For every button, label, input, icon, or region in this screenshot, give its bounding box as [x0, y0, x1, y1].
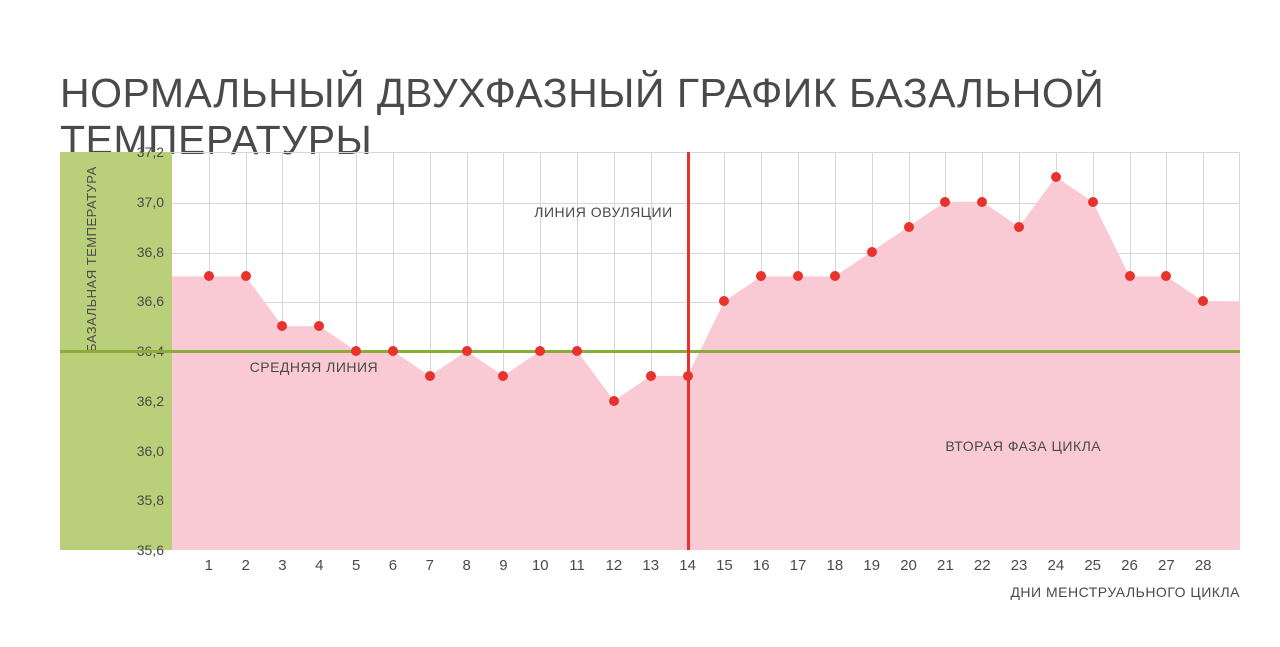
xtick-label: 2 — [241, 557, 249, 574]
ytick-label: 36,6 — [124, 293, 164, 309]
xtick-label: 24 — [1048, 557, 1065, 574]
xtick-label: 17 — [790, 557, 807, 574]
xtick-label: 6 — [389, 557, 397, 574]
ytick-label: 36,8 — [124, 244, 164, 260]
data-point — [646, 371, 656, 381]
data-point — [793, 271, 803, 281]
xtick-label: 26 — [1121, 557, 1138, 574]
data-point — [277, 321, 287, 331]
xtick-label: 28 — [1195, 557, 1212, 574]
ytick-label: 37,0 — [124, 194, 164, 210]
data-point — [904, 222, 914, 232]
chart-container: БАЗАЛЬНАЯ ТЕМПЕРАТУРА СРЕДНЯЯ ЛИНИЯ ЛИНИ… — [60, 152, 1240, 600]
xtick-label: 15 — [716, 557, 733, 574]
yaxis-title: БАЗАЛЬНАЯ ТЕМПЕРАТУРА — [84, 166, 99, 352]
data-point — [1161, 271, 1171, 281]
data-point — [572, 346, 582, 356]
data-point — [204, 271, 214, 281]
xtick-label: 3 — [278, 557, 286, 574]
ytick-label: 36,2 — [124, 393, 164, 409]
xtick-label: 8 — [462, 557, 470, 574]
data-point — [756, 271, 766, 281]
data-point — [940, 197, 950, 207]
xtick-label: 5 — [352, 557, 360, 574]
data-point — [1125, 271, 1135, 281]
data-point — [609, 396, 619, 406]
xtick-label: 1 — [205, 557, 213, 574]
ovulation-line-label: ЛИНИЯ ОВУЛЯЦИИ — [534, 204, 672, 220]
xtick-label: 9 — [499, 557, 507, 574]
data-point — [683, 371, 693, 381]
xtick-label: 14 — [679, 557, 696, 574]
ovulation-line — [687, 152, 690, 550]
data-point — [1088, 197, 1098, 207]
xtick-label: 12 — [606, 557, 623, 574]
xtick-label: 13 — [642, 557, 659, 574]
mean-line — [60, 350, 1240, 353]
xtick-label: 19 — [863, 557, 880, 574]
data-point — [1014, 222, 1024, 232]
xtick-label: 25 — [1084, 557, 1101, 574]
data-point — [388, 346, 398, 356]
ytick-label: 37,2 — [124, 144, 164, 160]
data-point — [314, 321, 324, 331]
xtick-label: 20 — [900, 557, 917, 574]
xaxis-title: ДНИ МЕНСТРУАЛЬНОГО ЦИКЛА — [1010, 584, 1240, 600]
data-point — [977, 197, 987, 207]
data-point — [462, 346, 472, 356]
phase2-label: ВТОРАЯ ФАЗА ЦИКЛА — [945, 438, 1101, 454]
data-point — [535, 346, 545, 356]
data-point — [719, 296, 729, 306]
data-point — [498, 371, 508, 381]
data-point — [867, 247, 877, 257]
xtick-label: 11 — [569, 557, 585, 574]
xtick-label: 7 — [426, 557, 434, 574]
data-point — [351, 346, 361, 356]
xtick-label: 27 — [1158, 557, 1175, 574]
ytick-label: 35,6 — [124, 542, 164, 558]
data-point — [425, 371, 435, 381]
data-point — [241, 271, 251, 281]
xtick-label: 23 — [1011, 557, 1028, 574]
data-point — [830, 271, 840, 281]
xtick-label: 21 — [937, 557, 954, 574]
data-point — [1051, 172, 1061, 182]
xtick-label: 4 — [315, 557, 323, 574]
xtick-label: 16 — [753, 557, 770, 574]
ytick-label: 36,0 — [124, 443, 164, 459]
xtick-label: 10 — [532, 557, 549, 574]
mean-line-label: СРЕДНЯЯ ЛИНИЯ — [250, 359, 379, 375]
data-point — [1198, 296, 1208, 306]
ytick-label: 35,8 — [124, 492, 164, 508]
xtick-label: 18 — [827, 557, 844, 574]
xtick-label: 22 — [974, 557, 991, 574]
chart-title: НОРМАЛЬНЫЙ ДВУХФАЗНЫЙ ГРАФИК БАЗАЛЬНОЙ Т… — [60, 70, 1280, 164]
